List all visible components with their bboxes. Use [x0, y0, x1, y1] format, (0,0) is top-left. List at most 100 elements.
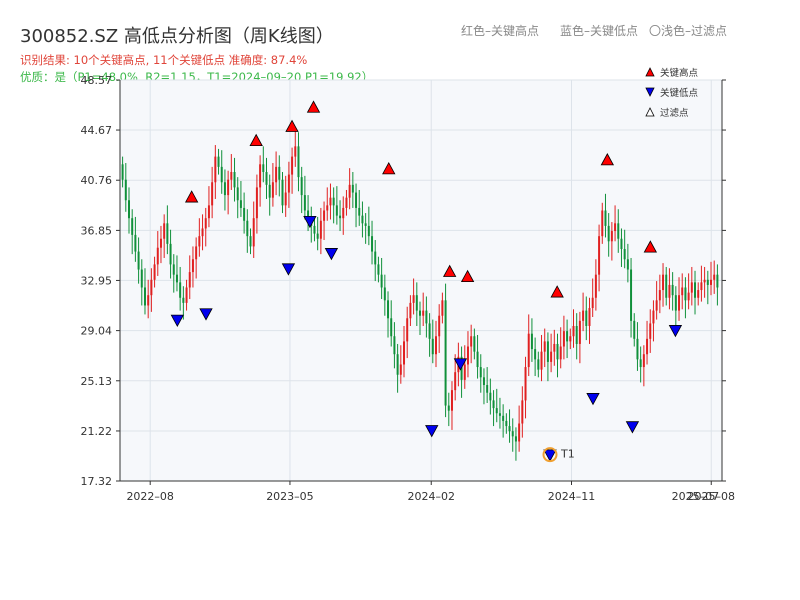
candle-body	[681, 287, 684, 296]
candle-body	[518, 423, 521, 442]
candle-body	[706, 279, 709, 285]
x-tick-label: 2025–08	[688, 490, 736, 503]
candle-body	[626, 259, 629, 270]
candle-body	[486, 385, 489, 393]
candle-body	[482, 377, 485, 386]
candle-body	[649, 323, 652, 339]
legend-marker	[645, 87, 655, 97]
candle-body	[502, 415, 505, 421]
candle-body	[492, 400, 495, 409]
candle-body	[562, 331, 565, 347]
candle-body	[326, 205, 329, 211]
candle-body	[191, 259, 194, 273]
legend-label: 过滤点	[660, 107, 689, 119]
candle-body	[198, 236, 201, 247]
candle-body	[211, 182, 214, 206]
candle-body	[527, 333, 530, 368]
candle-body	[447, 405, 450, 411]
candle-body	[259, 164, 262, 188]
key-high-marker	[184, 190, 199, 203]
candle-body	[534, 349, 537, 360]
candle-body	[307, 210, 310, 219]
candle-body	[195, 246, 198, 260]
candle-body	[425, 310, 428, 324]
key-high-marker	[306, 100, 321, 113]
key-high-marker	[460, 269, 475, 283]
candle-body	[508, 426, 511, 432]
y-tick-label: 36.85	[81, 224, 113, 237]
candle-body	[300, 177, 303, 196]
y-tick-label: 25.13	[81, 375, 113, 388]
key-low-marker	[199, 308, 213, 321]
y-tick-label: 32.95	[81, 274, 113, 287]
candle-body	[377, 264, 380, 275]
legend-label: 关键低点	[660, 87, 699, 99]
candle-body	[610, 231, 613, 242]
candle-body	[636, 338, 639, 360]
candle-body	[623, 248, 626, 260]
candle-body	[342, 207, 345, 219]
candle-body	[271, 182, 274, 198]
candle-body	[361, 215, 364, 224]
candle-body	[476, 351, 479, 368]
candle-body	[233, 172, 236, 188]
candle-body	[412, 295, 415, 303]
key-high-marker	[285, 119, 299, 132]
candle-body	[124, 179, 127, 201]
candle-body	[156, 247, 159, 265]
candle-body	[713, 274, 716, 280]
candle-body	[633, 320, 636, 339]
chart-title: 300852.SZ 高低点分析图（周K线图）	[20, 26, 334, 47]
candle-body	[415, 295, 418, 311]
key-low-marker	[303, 215, 317, 229]
candle-body	[166, 223, 169, 244]
candle-body	[585, 310, 588, 326]
candle-body	[668, 284, 671, 298]
candle-body	[655, 300, 658, 311]
candle-body	[278, 166, 281, 180]
candle-body	[569, 336, 572, 342]
candle-body	[665, 274, 668, 298]
candle-body	[422, 310, 425, 316]
candle-body	[140, 269, 143, 288]
candle-body	[236, 187, 239, 201]
candle-body	[630, 269, 633, 321]
candle-body	[556, 343, 559, 360]
candle-body	[678, 295, 681, 311]
candle-body	[466, 346, 469, 365]
candle-body	[553, 343, 556, 352]
candle-body	[150, 279, 153, 296]
key-low-marker	[586, 393, 600, 406]
candle-body	[367, 225, 370, 237]
t1-circle	[542, 447, 558, 463]
hint-light-filtered: 〇浅色–过滤点	[649, 24, 728, 38]
candle-body	[383, 287, 386, 301]
candle-body	[598, 236, 601, 275]
candle-body	[514, 436, 517, 442]
t1-label: T1	[560, 448, 575, 461]
candle-body	[438, 315, 441, 337]
candle-body	[700, 282, 703, 291]
candle-body	[351, 184, 354, 193]
candle-body	[371, 236, 374, 252]
x-tick-label: 2024–11	[548, 490, 596, 503]
candle-body	[217, 156, 220, 167]
key-low-marker	[324, 248, 339, 261]
x-tick-label: 2022–08	[126, 490, 174, 503]
candle-body	[530, 333, 533, 350]
candle-body	[172, 264, 175, 275]
candle-body	[419, 310, 421, 316]
candle-body	[185, 287, 188, 303]
candle-body	[697, 290, 700, 298]
candle-body	[364, 223, 367, 226]
candle-body	[163, 223, 166, 239]
candle-body	[495, 408, 498, 414]
candle-body	[578, 320, 581, 344]
legend-label: 关键高点	[660, 67, 699, 79]
candle-body	[303, 195, 306, 211]
candle-body	[662, 274, 665, 291]
candle-body	[239, 200, 242, 208]
result-summary: 识别结果: 10个关键高点, 11个关键低点 准确度: 87.4%	[20, 53, 308, 67]
candle-body	[387, 300, 390, 319]
key-high-marker	[600, 153, 615, 166]
